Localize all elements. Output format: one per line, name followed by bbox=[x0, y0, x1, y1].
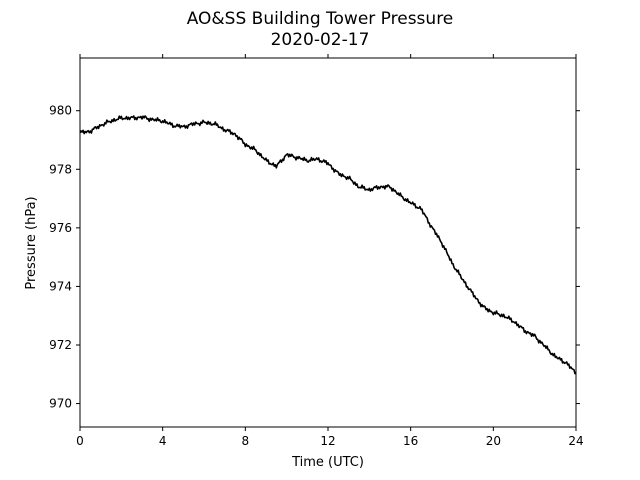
y-tick-label: 978 bbox=[49, 162, 72, 176]
y-tick-label: 974 bbox=[49, 279, 72, 293]
y-tick-label: 972 bbox=[49, 338, 72, 352]
x-tick-label: 0 bbox=[76, 434, 84, 448]
y-axis-label: Pressure (hPa) bbox=[24, 196, 39, 289]
x-tick-label: 8 bbox=[242, 434, 250, 448]
x-tick-label: 16 bbox=[403, 434, 418, 448]
chart-title: AO&SS Building Tower Pressure bbox=[187, 9, 454, 29]
x-tick-label: 20 bbox=[486, 434, 501, 448]
series-line bbox=[79, 115, 577, 375]
x-axis-label: Time (UTC) bbox=[291, 455, 364, 470]
plot-area: 0 4 8 12 16 20 24 970 972 974 976 978 980 bbox=[49, 54, 584, 448]
x-tick-label: 4 bbox=[159, 434, 167, 448]
chart-subtitle: 2020-02-17 bbox=[271, 30, 370, 50]
x-tick-label: 12 bbox=[320, 434, 335, 448]
y-tick-label: 976 bbox=[49, 221, 72, 235]
y-tick-label: 980 bbox=[49, 104, 72, 118]
x-tick-label: 24 bbox=[568, 434, 583, 448]
plot-frame bbox=[79, 57, 577, 428]
y-tick-label: 970 bbox=[49, 397, 72, 411]
